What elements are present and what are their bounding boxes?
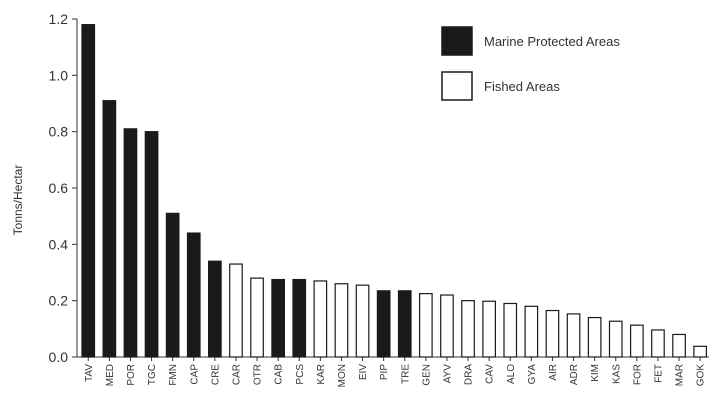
y-tick-label: 0.4	[49, 236, 69, 252]
bar-alo	[503, 302, 518, 358]
legend-swatch	[441, 71, 473, 101]
category-label: GYA	[527, 364, 538, 385]
category-label: CAV	[485, 364, 496, 384]
category-label: KAS	[611, 364, 622, 384]
x-axis	[77, 356, 709, 361]
category-label: TAV	[84, 364, 95, 382]
bar-ayv	[440, 294, 454, 358]
bar-otr	[250, 277, 264, 358]
bar-mar	[672, 333, 686, 358]
bar-adr	[566, 313, 581, 358]
y-tick-label: 0.0	[49, 349, 69, 365]
category-label: FMN	[168, 364, 179, 386]
bar-dra	[461, 300, 475, 358]
y-tick-label: 0.8	[49, 124, 69, 140]
bar-med	[102, 100, 117, 358]
category-label: FOR	[632, 364, 643, 385]
bar-cap	[186, 232, 201, 358]
legend-label: Fished Areas	[484, 79, 560, 94]
bar-gya	[524, 305, 539, 358]
legend: Marine Protected Areas Fished Areas	[441, 26, 620, 101]
category-label: MAR	[675, 364, 686, 386]
bar-mon	[334, 283, 349, 358]
y-axis: 0.0 0.2 0.4 0.6 0.8 1.0 1.2	[49, 11, 78, 365]
category-label: CAR	[231, 364, 242, 385]
category-label: TGC	[147, 364, 158, 385]
category-label: CAB	[274, 364, 285, 385]
bar-pip	[376, 290, 391, 358]
bar-car	[229, 263, 243, 358]
category-label: AYV	[442, 364, 453, 384]
category-label: PIP	[379, 364, 390, 380]
bar-eiv	[355, 284, 370, 358]
category-label: ADR	[569, 364, 580, 385]
category-label: CRE	[210, 364, 221, 385]
category-label: POR	[126, 364, 137, 386]
y-tick-label: 0.6	[49, 180, 69, 196]
category-label: KIM	[590, 364, 601, 382]
category-label: DRA	[464, 364, 475, 385]
category-label: EIV	[358, 364, 369, 380]
bar-fet	[651, 329, 665, 358]
category-label: AIR	[548, 364, 559, 381]
bar-por	[123, 128, 138, 358]
bar-fmn	[165, 212, 180, 358]
category-label: FET	[653, 364, 664, 383]
y-tick-label: 1.0	[49, 67, 69, 83]
bar-pcs	[292, 278, 307, 358]
y-tick-label: 1.2	[49, 11, 69, 27]
y-tick-label: 0.2	[49, 293, 69, 309]
bar-for	[629, 324, 644, 358]
category-label: MON	[337, 364, 348, 387]
bar-tre	[397, 290, 412, 358]
category-label: ALO	[506, 364, 517, 384]
bar-cav	[482, 300, 496, 358]
bar-tgc	[144, 131, 159, 358]
category-label: TRE	[400, 364, 411, 384]
y-axis-label: Tonns/Hectar	[11, 165, 25, 236]
category-label: GEN	[421, 364, 432, 386]
category-label: KAR	[316, 364, 327, 385]
category-label: PCS	[295, 364, 306, 385]
legend-swatch	[441, 26, 473, 56]
category-label: GOK	[696, 364, 707, 387]
bar-cre	[208, 260, 222, 358]
bars	[81, 24, 708, 358]
bar-tav	[81, 24, 96, 358]
category-label: OTR	[253, 364, 264, 385]
bar-gen	[419, 293, 433, 358]
bar-gok	[693, 345, 708, 358]
category-label: MED	[105, 364, 116, 386]
category-label: CAP	[189, 364, 200, 385]
bar-air	[545, 309, 560, 358]
legend-label: Marine Protected Areas	[484, 34, 620, 49]
bar-kim	[587, 316, 602, 358]
bar-kas	[608, 320, 623, 358]
bar-cab	[271, 278, 285, 358]
category-labels: TAV MED POR TGC FMN CAP CRE CAR OTR CAB PCS KAR MON E…	[84, 364, 707, 388]
bar-kar	[313, 280, 328, 358]
